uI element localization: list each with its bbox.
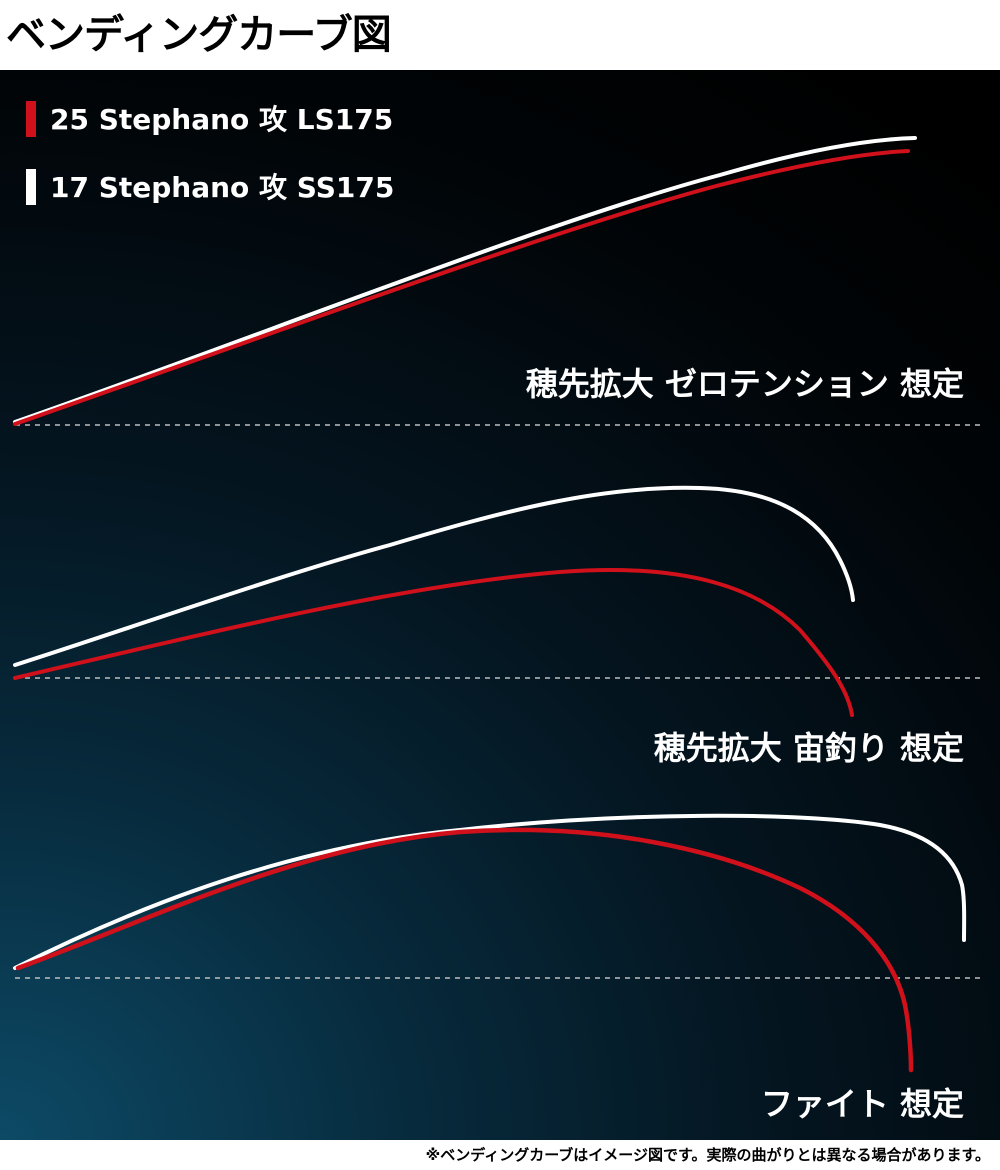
scenario-label-fight: ファイト 想定 — [760, 1085, 964, 1123]
legend-label: 17 Stephano 攻 SS175 — [50, 171, 395, 204]
legend-swatch-white — [26, 169, 36, 205]
curve-25-suspended — [13, 568, 854, 717]
page-title: ベンディングカーブ図 — [6, 12, 392, 58]
curve-25-fight — [15, 827, 914, 1073]
legend-label: 25 Stephano 攻 LS175 — [50, 103, 394, 136]
footnote: ※ベンディングカーブはイメージ図です。実際の曲がりとは異なる場合があります。 — [425, 1146, 990, 1164]
bending-curve-diagram: 25 Stephano 攻 LS175 17 Stephano 攻 SS175 … — [0, 70, 1000, 1140]
curves-canvas — [13, 136, 985, 1073]
legend-swatch-red — [26, 101, 36, 137]
curve-17-fight — [13, 813, 967, 970]
curve-17-zero-tension — [13, 136, 917, 424]
curve-25-zero-tension — [13, 149, 910, 426]
header: ベンディングカーブ図 — [0, 0, 1000, 70]
scenario-label-zero-tension: 穂先拡大 ゼロテンション 想定 — [525, 365, 964, 403]
footer: ※ベンディングカーブはイメージ図です。実際の曲がりとは異なる場合があります。 — [0, 1140, 1000, 1170]
scenario-label-suspended: 穂先拡大 宙釣り 想定 — [653, 729, 964, 767]
curve-17-suspended — [13, 485, 855, 667]
